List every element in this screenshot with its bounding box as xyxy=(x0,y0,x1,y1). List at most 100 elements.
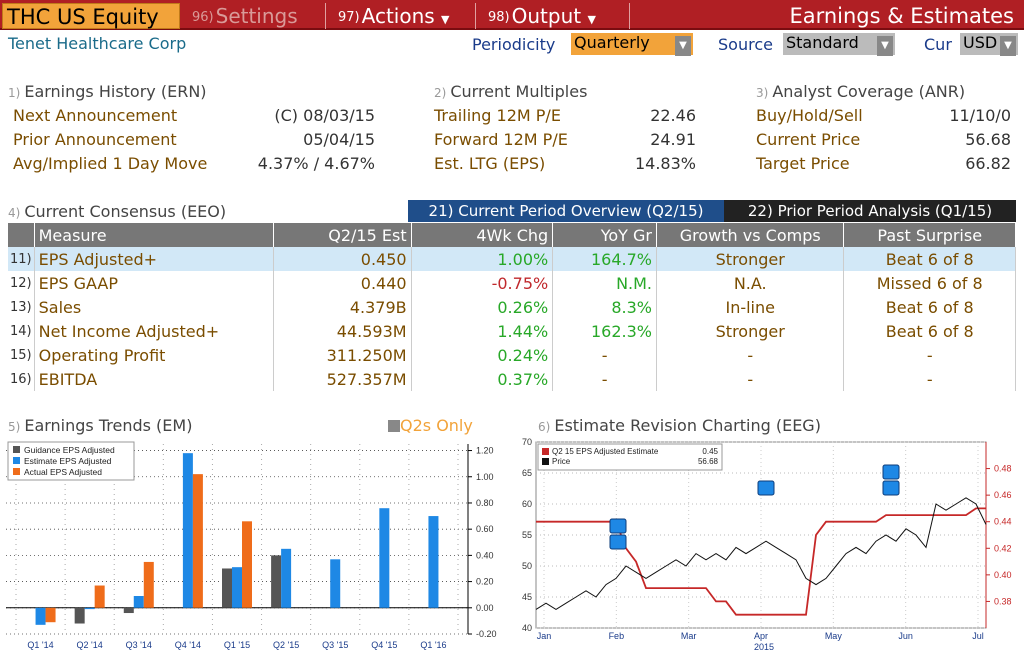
actions-button[interactable]: 97) Actions ▼ xyxy=(328,3,476,29)
yoy-cell: N.M. xyxy=(552,271,658,295)
event-marker-icon[interactable] xyxy=(757,480,775,496)
table-row[interactable]: 14) Net Income Adjusted+ 44.593M 1.44% 1… xyxy=(8,319,1016,343)
left-y-tick-label: 55 xyxy=(522,530,532,540)
x-tick-label: Jun xyxy=(898,631,913,641)
currency-dropdown[interactable]: USD ▼ xyxy=(960,33,1018,56)
bar[interactable] xyxy=(182,453,193,608)
bar[interactable] xyxy=(379,508,390,608)
bar[interactable] xyxy=(281,548,292,608)
measure-cell[interactable]: Net Income Adjusted+ xyxy=(34,319,274,343)
column-header[interactable]: Growth vs Comps xyxy=(656,223,845,247)
section-number: 2) xyxy=(434,86,447,100)
item-label: Forward 12M P/E xyxy=(434,130,568,149)
section-number: 1) xyxy=(8,86,21,100)
item-value: 11/10/0 xyxy=(949,106,1011,125)
section-title: Estimate Revision Charting (EEG) xyxy=(554,416,821,435)
column-header[interactable]: YoY Gr xyxy=(552,223,658,247)
surprise-cell: Beat 6 of 8 xyxy=(843,295,1016,319)
bar[interactable] xyxy=(84,607,95,610)
bar[interactable] xyxy=(222,568,232,608)
legend-value: 0.45 xyxy=(702,447,718,456)
tab-prior-period[interactable]: 22) Prior Period Analysis (Q1/15) xyxy=(724,200,1016,222)
measure-cell[interactable]: EPS GAAP xyxy=(34,271,274,295)
bar[interactable] xyxy=(192,474,203,608)
periodicity-dropdown[interactable]: Quarterly ▼ xyxy=(571,33,693,56)
measure-cell[interactable]: Sales xyxy=(34,295,274,319)
revision-chart-title[interactable]: 6) Estimate Revision Charting (EEG) xyxy=(538,416,821,435)
measure-cell[interactable]: EPS Adjusted+ xyxy=(34,247,274,271)
table-row[interactable]: 12) EPS GAAP 0.440 -0.75% N.M. N.A. Miss… xyxy=(8,271,1016,295)
bar[interactable] xyxy=(271,555,282,608)
left-y-tick-label: 70 xyxy=(522,437,532,447)
estimate-cell: 0.440 xyxy=(273,271,412,295)
estimate-revision-chart: 70 65 60 55 50 45 40 0.48 0.46 0.44 0.42 0.40 0.38 Ja… xyxy=(522,437,1012,652)
bar[interactable] xyxy=(133,596,144,608)
tab-current-period[interactable]: 21) Current Period Overview (Q2/15) xyxy=(408,200,724,222)
right-y-tick-label: 0.42 xyxy=(994,543,1012,553)
table-row[interactable]: 13) Sales 4.379B 0.26% 8.3% In-line Beat… xyxy=(8,295,1016,319)
actions-label: Actions xyxy=(361,4,435,28)
table-row[interactable]: 11) EPS Adjusted+ 0.450 1.00% 164.7% Str… xyxy=(8,247,1016,271)
table-row[interactable]: 15) Operating Profit 311.250M 0.24% - - … xyxy=(8,343,1016,367)
item-label: Avg/Implied 1 Day Move xyxy=(13,154,208,173)
periodicity-value: Quarterly xyxy=(574,33,650,52)
x-tick-label: Jul xyxy=(972,631,984,641)
current-multiples-title[interactable]: 2) Current Multiples xyxy=(434,82,587,101)
bar[interactable] xyxy=(74,607,85,624)
q2s-only-toggle[interactable]: Q2s Only xyxy=(388,416,473,435)
series-line[interactable] xyxy=(535,497,987,610)
legend-swatch xyxy=(13,468,20,475)
legend-box xyxy=(7,441,135,481)
bar[interactable] xyxy=(330,559,341,608)
measure-cell[interactable]: EBITDA xyxy=(34,367,274,391)
consensus-title[interactable]: 4) Current Consensus (EEO) xyxy=(8,202,226,221)
consensus-table: Measure Q2/15 Est 4Wk Chg YoY Gr Growth … xyxy=(8,223,1016,391)
ticker-field[interactable]: THC US Equity xyxy=(2,3,180,29)
settings-button[interactable]: 96) Settings xyxy=(182,3,326,29)
earnings-trends-title[interactable]: 5) Earnings Trends (EM) xyxy=(8,416,192,435)
left-y-tick-label: 40 xyxy=(522,623,532,633)
measure-cell[interactable]: Operating Profit xyxy=(34,343,274,367)
section-number: 5) xyxy=(8,420,21,434)
event-marker-icon[interactable] xyxy=(609,518,627,534)
y-tick-label: 0.80 xyxy=(476,498,494,508)
bar[interactable] xyxy=(242,521,252,608)
chevron-down-icon: ▼ xyxy=(877,36,893,56)
y-tick-label: 0.00 xyxy=(476,603,494,613)
analyst-coverage-title[interactable]: 3) Analyst Coverage (ANR) xyxy=(756,82,965,101)
x-axis-year: 2015 xyxy=(754,642,774,652)
surprise-cell: - xyxy=(843,367,1016,391)
bar[interactable] xyxy=(94,585,105,608)
x-tick-label: Q2 '15 xyxy=(273,640,299,650)
column-header[interactable]: Measure xyxy=(34,223,274,247)
x-tick-label: Q1 '16 xyxy=(420,640,446,650)
legend-label: Actual EPS Adjusted xyxy=(24,467,102,477)
column-header[interactable]: Past Surprise xyxy=(843,223,1016,247)
change-cell: 0.26% xyxy=(411,295,554,319)
table-row[interactable]: 16) EBITDA 527.357M 0.37% - - - xyxy=(8,367,1016,391)
bar[interactable] xyxy=(232,567,242,608)
event-marker-icon[interactable] xyxy=(609,534,627,550)
output-button[interactable]: 98) Output ▼ xyxy=(478,3,630,29)
bar[interactable] xyxy=(35,607,46,625)
bar[interactable] xyxy=(143,561,154,608)
bar[interactable] xyxy=(45,607,56,623)
legend-label: Price xyxy=(552,457,571,466)
row-number: 14) xyxy=(8,319,35,343)
page-title: Earnings & Estimates xyxy=(789,4,1014,28)
growth-cell: Stronger xyxy=(656,247,845,271)
source-dropdown[interactable]: Standard ▼ xyxy=(783,33,895,56)
column-header[interactable]: Q2/15 Est xyxy=(273,223,412,247)
column-header[interactable]: 4Wk Chg xyxy=(411,223,554,247)
earnings-history-title[interactable]: 1) Earnings History (ERN) xyxy=(8,82,207,101)
bar[interactable] xyxy=(428,516,439,608)
legend-swatch xyxy=(13,446,20,453)
event-marker-icon[interactable] xyxy=(882,480,900,496)
bar[interactable] xyxy=(123,607,134,614)
y-tick-label: -0.20 xyxy=(476,629,497,639)
change-cell: 0.24% xyxy=(411,343,554,367)
change-cell: 1.44% xyxy=(411,319,554,343)
right-y-tick-label: 0.46 xyxy=(994,490,1012,500)
event-marker-icon[interactable] xyxy=(882,464,900,480)
